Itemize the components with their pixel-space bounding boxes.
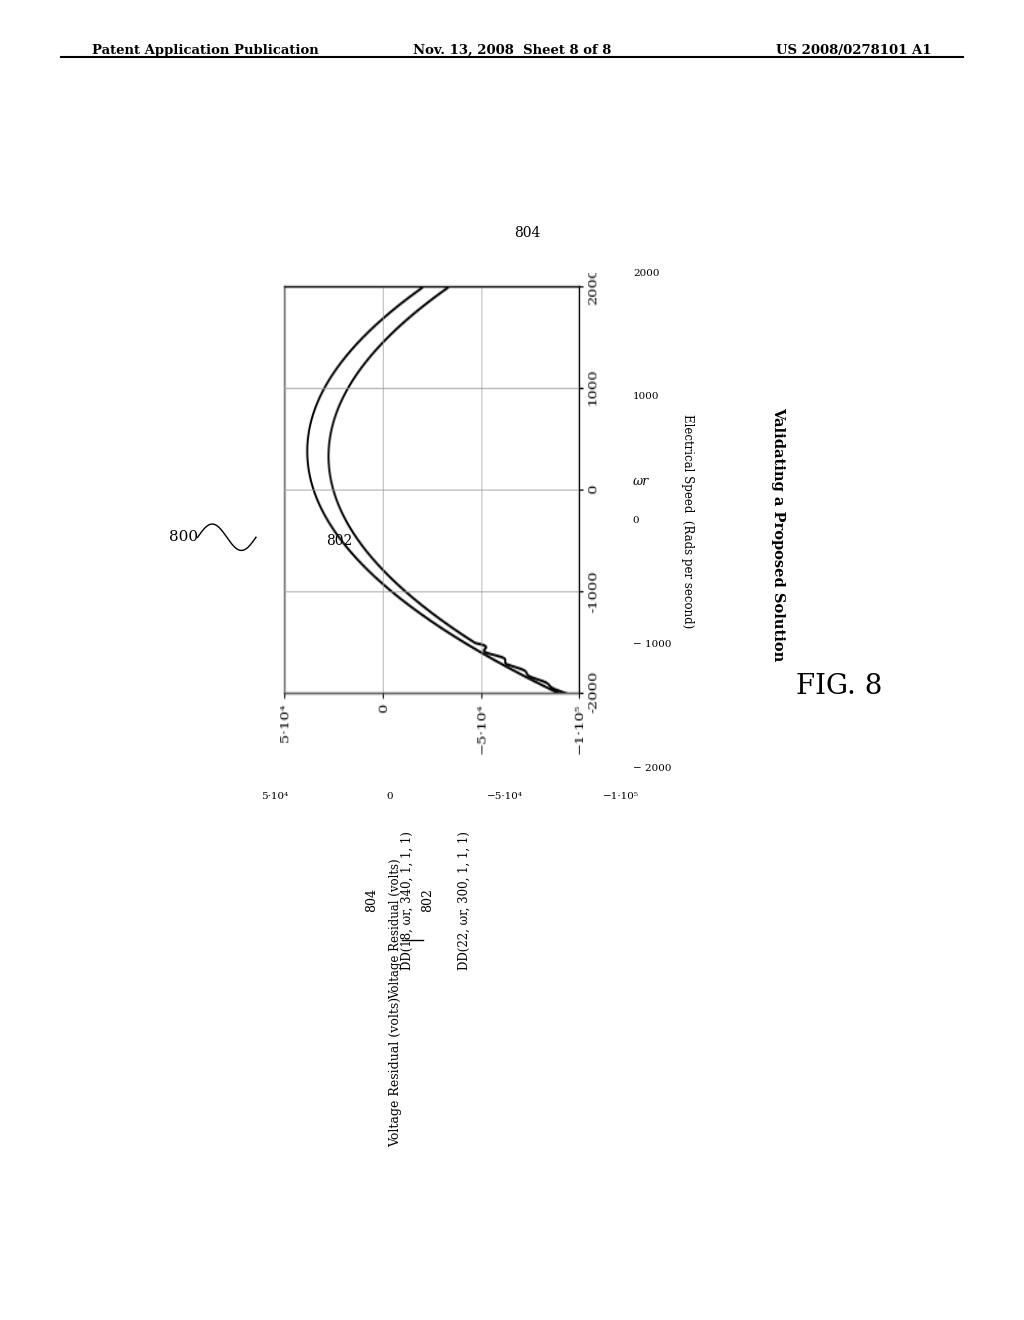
Text: ωr: ωr [633,475,649,487]
Text: −5·10⁴: −5·10⁴ [487,792,523,801]
Text: Electrical Speed  (Rads per second): Electrical Speed (Rads per second) [681,413,693,628]
Text: US 2008/0278101 A1: US 2008/0278101 A1 [776,44,932,57]
Text: FIG. 8: FIG. 8 [797,673,883,700]
Text: 2000: 2000 [633,269,659,277]
Text: DD(18, ωr, 340, 1, 1, 1): DD(18, ωr, 340, 1, 1, 1) [401,830,414,970]
Text: Validating a Proposed Solution: Validating a Proposed Solution [771,408,785,661]
Text: 0: 0 [386,792,393,801]
Text: 802: 802 [422,888,434,912]
Text: Voltage Residual (volts): Voltage Residual (volts) [389,997,402,1147]
Text: 1000: 1000 [633,392,659,401]
Text: 804: 804 [366,888,378,912]
Text: 0: 0 [633,516,639,525]
Text: 800: 800 [169,531,198,544]
Text: Patent Application Publication: Patent Application Publication [92,44,318,57]
Text: − 2000: − 2000 [633,764,672,772]
Text: Voltage Residual (volts): Voltage Residual (volts) [389,858,402,999]
Text: 804: 804 [514,226,541,240]
Text: −1·10⁵: −1·10⁵ [602,792,639,801]
Text: 5·10⁴: 5·10⁴ [261,792,288,801]
Text: Nov. 13, 2008  Sheet 8 of 8: Nov. 13, 2008 Sheet 8 of 8 [413,44,611,57]
Text: − 1000: − 1000 [633,640,672,649]
Text: DD(22, ωr, 300, 1, 1, 1): DD(22, ωr, 300, 1, 1, 1) [458,830,470,970]
Text: 802: 802 [326,533,352,548]
